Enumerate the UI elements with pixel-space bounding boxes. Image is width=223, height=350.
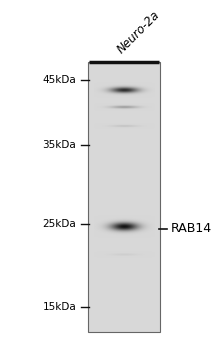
FancyBboxPatch shape — [88, 62, 160, 332]
Text: 25kDa: 25kDa — [43, 218, 76, 229]
Text: RAB14: RAB14 — [171, 222, 212, 235]
Text: Neuro-2a: Neuro-2a — [115, 8, 163, 56]
Text: 45kDa: 45kDa — [43, 76, 76, 85]
Text: 15kDa: 15kDa — [43, 302, 76, 313]
Text: 35kDa: 35kDa — [43, 140, 76, 149]
